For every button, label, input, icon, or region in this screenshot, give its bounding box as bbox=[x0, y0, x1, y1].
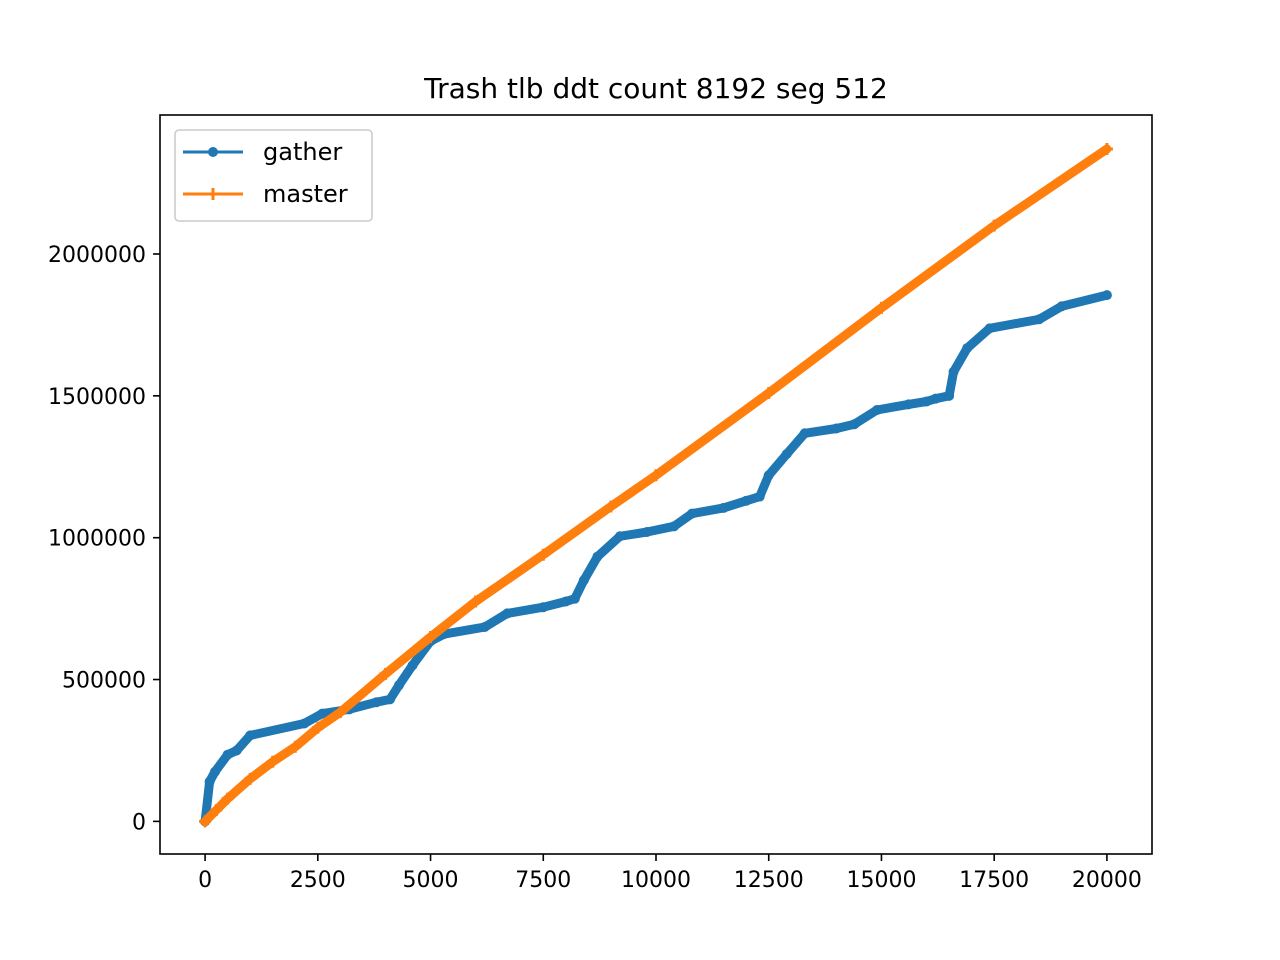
x-tick-label: 7500 bbox=[515, 868, 571, 893]
data-point-gather bbox=[210, 766, 221, 777]
data-point-gather bbox=[560, 596, 571, 607]
data-point-gather bbox=[1034, 314, 1045, 325]
data-point-master bbox=[875, 301, 888, 314]
data-point-master bbox=[1100, 143, 1113, 156]
data-point-gather bbox=[781, 449, 792, 460]
data-point-gather bbox=[502, 608, 513, 619]
data-point-gather bbox=[578, 575, 589, 586]
legend-label-gather: gather bbox=[263, 138, 342, 166]
data-point-gather bbox=[371, 697, 382, 708]
data-point-gather bbox=[718, 502, 729, 513]
data-point-master bbox=[311, 721, 324, 734]
data-point-gather bbox=[741, 495, 752, 506]
data-point-gather bbox=[948, 366, 959, 377]
data-point-gather bbox=[614, 531, 625, 542]
y-tick-label: 0 bbox=[132, 810, 146, 835]
data-point-master bbox=[379, 667, 392, 680]
data-point-gather bbox=[1101, 290, 1112, 301]
x-tick-label: 12500 bbox=[734, 868, 804, 893]
data-point-gather bbox=[317, 708, 328, 719]
data-point-gather bbox=[763, 470, 774, 481]
x-tick-label: 20000 bbox=[1072, 868, 1142, 893]
data-point-gather bbox=[569, 593, 580, 604]
data-point-master bbox=[334, 706, 347, 719]
data-point-master bbox=[221, 792, 234, 805]
legend-label-master: master bbox=[263, 180, 348, 208]
data-point-master bbox=[210, 804, 223, 817]
data-point-gather bbox=[299, 718, 310, 729]
x-tick-label: 15000 bbox=[846, 868, 916, 893]
data-point-gather bbox=[903, 399, 914, 410]
data-point-gather bbox=[930, 393, 941, 404]
data-point-master bbox=[199, 815, 212, 828]
data-point-master bbox=[650, 469, 662, 482]
data-point-gather bbox=[641, 527, 652, 538]
data-point-master bbox=[289, 740, 302, 753]
data-point-master bbox=[762, 387, 775, 400]
data-point-gather bbox=[871, 405, 882, 416]
y-tick-label: 1000000 bbox=[48, 527, 146, 552]
data-point-gather bbox=[921, 396, 932, 407]
x-tick-label: 2500 bbox=[290, 868, 346, 893]
data-point-gather bbox=[962, 343, 973, 354]
data-point-gather bbox=[687, 508, 698, 519]
y-tick-label: 1500000 bbox=[48, 385, 146, 410]
data-point-master bbox=[604, 500, 617, 513]
x-tick-label: 0 bbox=[198, 868, 212, 893]
data-point-gather bbox=[245, 730, 256, 741]
data-point-gather bbox=[831, 423, 842, 434]
data-point-gather bbox=[384, 694, 395, 705]
data-point-gather bbox=[849, 419, 860, 430]
x-tick-label: 10000 bbox=[621, 868, 691, 893]
data-point-gather bbox=[669, 521, 680, 532]
data-point-gather bbox=[984, 323, 995, 334]
data-point-gather bbox=[944, 390, 955, 401]
x-tick-label: 17500 bbox=[959, 868, 1029, 893]
data-point-gather bbox=[754, 491, 765, 502]
data-point-gather bbox=[1056, 301, 1067, 312]
data-point-gather bbox=[799, 428, 810, 439]
data-point-gather bbox=[479, 622, 490, 633]
series-line-master bbox=[200, 144, 1112, 826]
data-point-master bbox=[266, 755, 279, 768]
chart-title: Trash tlb ddt count 8192 seg 512 bbox=[423, 72, 888, 105]
data-point-gather bbox=[222, 749, 233, 760]
data-point-master bbox=[244, 772, 257, 785]
plot-area bbox=[199, 143, 1113, 828]
data-point-gather bbox=[407, 660, 418, 671]
y-tick-label: 2000000 bbox=[48, 243, 146, 268]
legend-marker-gather bbox=[208, 147, 218, 157]
data-point-gather bbox=[231, 745, 242, 756]
data-point-master bbox=[537, 548, 550, 561]
legend-marker-master bbox=[207, 188, 219, 200]
axis-ticks: 0 2500 5000 7500 10000 12500 15000 17500 20000 0 5… bbox=[48, 243, 1142, 893]
data-point-gather bbox=[204, 776, 215, 787]
series-group bbox=[199, 143, 1113, 828]
data-point-gather bbox=[393, 680, 404, 691]
data-point-master bbox=[988, 219, 1001, 232]
legend-entries: gather master bbox=[183, 138, 348, 208]
data-point-master bbox=[469, 595, 482, 608]
data-point-gather bbox=[592, 551, 603, 562]
data-point-master bbox=[424, 630, 437, 643]
data-point-gather bbox=[538, 602, 549, 613]
y-tick-label: 500000 bbox=[62, 669, 146, 694]
x-tick-label: 5000 bbox=[403, 868, 459, 893]
legend: gather master bbox=[174, 129, 373, 222]
